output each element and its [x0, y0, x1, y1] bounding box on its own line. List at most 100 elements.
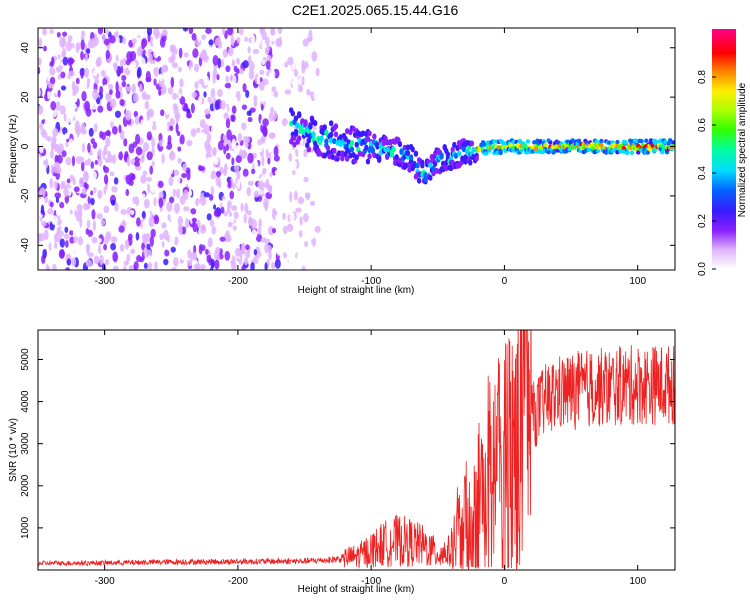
heatmap-cell: [38, 104, 44, 115]
heatmap-cell: [233, 164, 240, 172]
heatmap-cell: [412, 162, 417, 169]
heatmap-cell: [109, 171, 115, 177]
heatmap-cell: [281, 107, 286, 119]
heatmap-cell: [298, 76, 302, 86]
heatmap-cell: [376, 155, 382, 162]
heatmap-cell: [296, 97, 303, 109]
heatmap-cell: [190, 42, 195, 50]
heatmap-cell: [238, 234, 245, 241]
heatmap-cell: [146, 176, 152, 182]
heatmap-cell: [113, 62, 118, 72]
heatmap-cell: [307, 35, 313, 42]
heatmap-cell: [176, 130, 181, 137]
heatmap-cell: [158, 191, 164, 200]
heatmap-cell: [135, 37, 142, 47]
heatmap-cell: [53, 165, 61, 174]
heatmap-cell: [203, 124, 210, 135]
heatmap-cell: [161, 222, 167, 229]
heatmap-cell: [110, 236, 118, 243]
heatmap-cell: [279, 58, 286, 69]
heatmap-cell: [99, 86, 104, 94]
heatmap-cell: [283, 199, 288, 210]
heatmap-cell: [259, 37, 264, 49]
heatmap-cell: [258, 143, 264, 153]
heatmap-cell: [243, 232, 249, 238]
heatmap-cell: [199, 119, 206, 129]
heatmap-cell: [68, 57, 73, 64]
heatmap-cell: [306, 137, 311, 144]
heatmap-cell: [226, 129, 232, 141]
heatmap-cell: [43, 140, 50, 149]
heatmap-cell: [292, 181, 299, 189]
heatmap-cell: [109, 35, 116, 44]
heatmap-y-axis: -40 -20 0 20 40: [20, 42, 675, 253]
heatmap-cell: [222, 198, 226, 207]
heatmap-cell: [80, 50, 84, 61]
heatmap-cell: [121, 219, 126, 227]
heatmap-cell: [284, 163, 290, 173]
heatmap-cell: [198, 166, 206, 172]
heatmap-cell: [57, 89, 61, 98]
heatmap-cell: [81, 187, 87, 195]
heatmap-cell: [147, 262, 153, 270]
heatmap-cell: [153, 214, 160, 225]
heatmap-cell: [272, 207, 276, 215]
heatmap-frame: [37, 27, 676, 271]
heatmap-cell: [203, 101, 210, 110]
heatmap-cell: [181, 172, 187, 179]
heatmap-cell: [133, 261, 139, 270]
heatmap-cell: [128, 259, 135, 266]
heatmap-cell: [281, 117, 288, 127]
heatmap-cell: [38, 87, 41, 98]
heatmap-cell: [252, 131, 258, 142]
heatmap-cell: [105, 137, 111, 148]
heatmap-cell: [184, 217, 190, 229]
heatmap-cell: [315, 39, 321, 48]
heatmap-cell: [244, 202, 249, 213]
heatmap-cell: [123, 260, 129, 267]
heatmap-x-tick-label: 100: [629, 276, 646, 287]
heatmap-cell: [599, 138, 604, 144]
heatmap-cell: [104, 259, 110, 266]
heatmap-cell: [113, 216, 121, 225]
heatmap-cell: [38, 261, 42, 270]
heatmap-cell: [297, 257, 304, 269]
heatmap-cell: [115, 81, 119, 92]
heatmap-cell: [93, 255, 100, 265]
heatmap-cell: [80, 39, 85, 51]
heatmap-cell: [168, 196, 175, 204]
heatmap-cell: [84, 52, 88, 62]
heatmap-cell: [146, 131, 153, 141]
heatmap-cell: [241, 264, 246, 270]
heatmap-cell: [105, 93, 110, 100]
heatmap-cell: [239, 250, 243, 260]
heatmap-cell: [103, 205, 110, 214]
heatmap-cell: [258, 257, 262, 268]
heatmap-cell: [235, 68, 240, 75]
heatmap-cell: [216, 111, 220, 122]
heatmap-cell: [40, 220, 47, 227]
heatmap-cell: [191, 33, 197, 41]
heatmap-cell: [90, 161, 95, 169]
heatmap-cell: [81, 90, 87, 102]
heatmap-cell: [72, 102, 77, 110]
heatmap-cell: [42, 248, 47, 259]
heatmap-cell: [158, 197, 164, 209]
heatmap-cell: [51, 56, 55, 67]
heatmap-cell: [59, 36, 66, 48]
heatmap-cell: [235, 155, 242, 163]
heatmap-cell: [103, 243, 107, 251]
heatmap-cell: [484, 151, 489, 156]
heatmap-cell: [302, 33, 309, 39]
heatmap-cell: [137, 66, 142, 78]
colorbar: [712, 29, 736, 269]
heatmap-cell: [147, 255, 153, 263]
heatmap-cell: [388, 138, 393, 145]
heatmap-cell: [253, 99, 258, 107]
heatmap-cell: [257, 180, 264, 190]
heatmap-cell: [157, 238, 162, 249]
heatmap-cell: [97, 237, 102, 244]
heatmap-cell: [186, 113, 192, 119]
heatmap-cell: [273, 90, 279, 98]
heatmap-cell: [210, 88, 216, 99]
